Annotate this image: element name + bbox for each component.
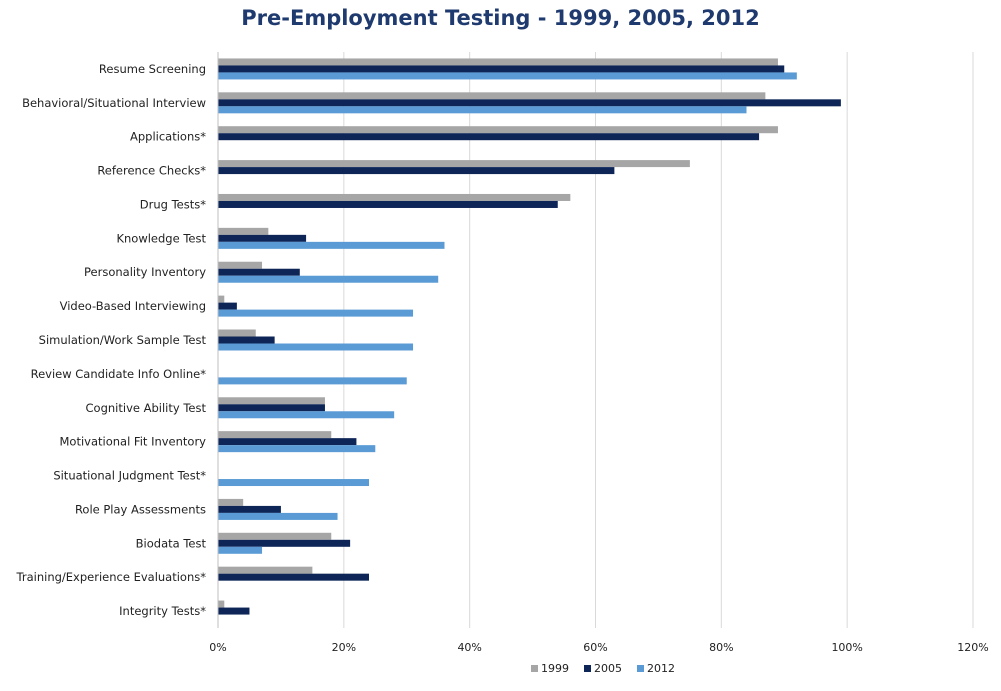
bar-2012 (218, 377, 407, 385)
legend-swatch-1999 (531, 665, 538, 672)
chart-title: Pre-Employment Testing - 1999, 2005, 201… (241, 6, 760, 30)
bar-1999 (218, 261, 263, 269)
bar-2005 (218, 65, 785, 73)
bar-2005 (218, 539, 351, 547)
bar-1999 (218, 193, 571, 201)
bar-2005 (218, 336, 275, 344)
category-label: Integrity Tests* (119, 604, 206, 618)
bar-2005 (218, 133, 760, 141)
bar-1999 (218, 126, 778, 134)
category-label: Drug Tests* (140, 197, 206, 211)
category-label: Training/Experience Evaluations* (16, 570, 207, 584)
bar-2012 (218, 309, 414, 317)
bar-2005 (218, 302, 237, 310)
bar-1999 (218, 160, 690, 168)
legend-label: 2005 (594, 662, 622, 675)
bar-2012 (218, 546, 263, 554)
legend-label: 1999 (541, 662, 569, 675)
bar-1999 (218, 566, 313, 574)
category-label: Review Candidate Info Online* (31, 367, 207, 381)
bar-2012 (218, 343, 414, 351)
x-tick-label: 60% (583, 641, 607, 654)
bar-1999 (218, 532, 332, 540)
category-label: Situational Judgment Test* (53, 469, 206, 483)
x-tick-label: 80% (709, 641, 733, 654)
bar-2012 (218, 411, 395, 419)
bar-2005 (218, 607, 250, 615)
category-label: Video-Based Interviewing (60, 299, 206, 313)
bar-1999 (218, 295, 225, 303)
bar-1999 (218, 92, 766, 100)
category-label: Biodata Test (136, 536, 207, 550)
bar-2005 (218, 505, 281, 513)
bar-2012 (218, 445, 376, 453)
category-label: Resume Screening (99, 62, 206, 76)
bar-2012 (218, 275, 439, 283)
bar-2005 (218, 438, 357, 446)
bar-2005 (218, 573, 369, 581)
bar-2012 (218, 479, 369, 487)
x-tick-label: 100% (831, 641, 862, 654)
bar-1999 (218, 329, 256, 337)
category-label: Applications* (130, 130, 206, 144)
bar-1999 (218, 227, 269, 235)
x-tick-label: 20% (332, 641, 356, 654)
bar-2005 (218, 200, 558, 208)
category-label: Cognitive Ability Test (86, 401, 207, 415)
bar-1999 (218, 431, 332, 439)
category-label: Role Play Assessments (75, 502, 206, 516)
bar-1999 (218, 397, 325, 405)
bar-2005 (218, 167, 615, 175)
bar-2012 (218, 512, 338, 520)
bar-1999 (218, 498, 244, 506)
legend-swatch-2005 (584, 665, 591, 672)
bar-2012 (218, 72, 797, 80)
legend-label: 2012 (647, 662, 675, 675)
bar-1999 (218, 58, 778, 66)
bar-1999 (218, 600, 225, 608)
bar-2005 (218, 99, 841, 107)
bar-2005 (218, 404, 325, 412)
category-label: Behavioral/Situational Interview (22, 96, 206, 110)
x-tick-label: 0% (209, 641, 226, 654)
category-label: Knowledge Test (116, 231, 206, 245)
x-tick-label: 120% (957, 641, 988, 654)
category-label: Reference Checks* (97, 164, 206, 178)
category-label: Motivational Fit Inventory (59, 435, 206, 449)
category-label: Simulation/Work Sample Test (39, 333, 207, 347)
bar-2005 (218, 234, 307, 242)
bar-2012 (218, 241, 445, 249)
legend-swatch-2012 (637, 665, 644, 672)
x-tick-label: 40% (457, 641, 481, 654)
bar-2012 (218, 106, 747, 114)
bar-2005 (218, 268, 300, 276)
category-label: Personality Inventory (84, 265, 206, 279)
